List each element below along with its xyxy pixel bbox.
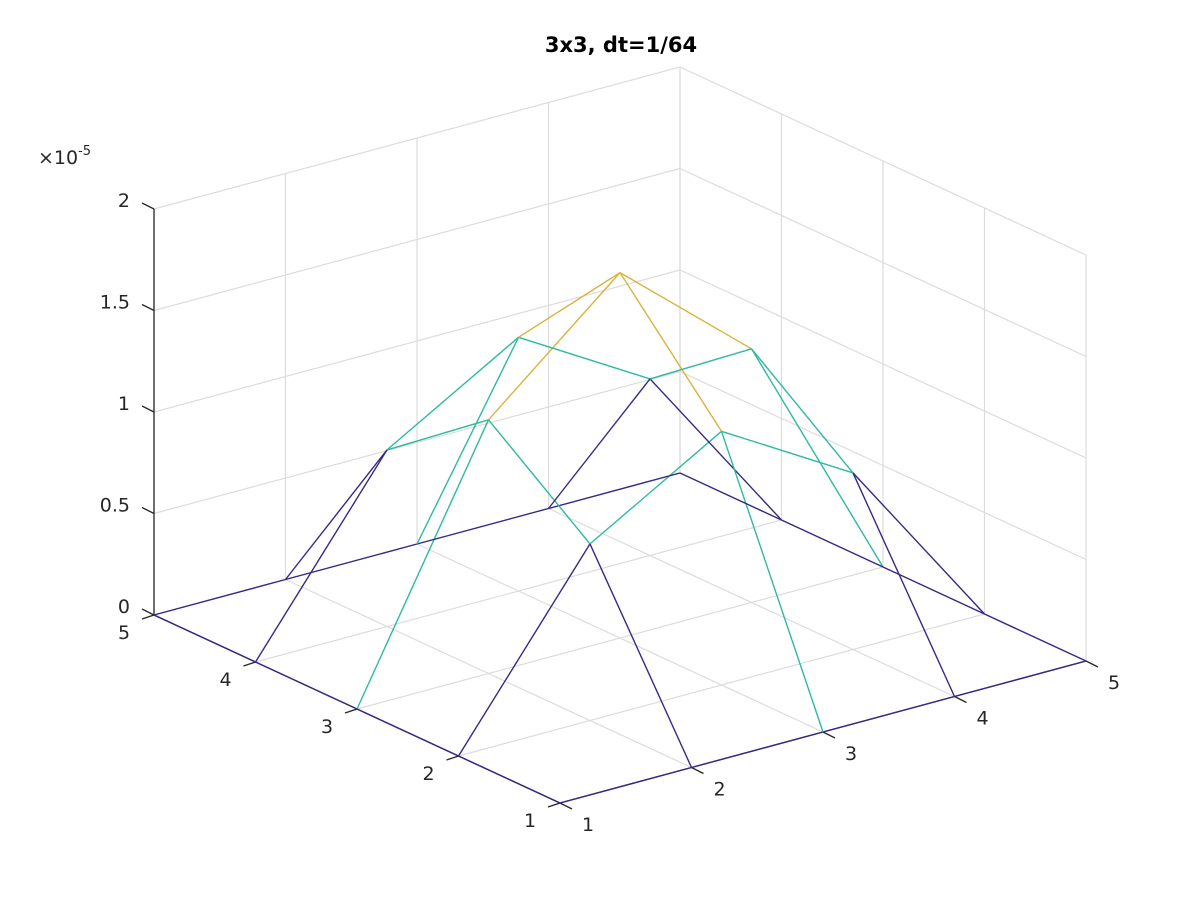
y-tick-mark	[141, 614, 155, 620]
mesh-segment-x	[285, 543, 418, 581]
y-tick-label: 3	[321, 716, 333, 738]
mesh-segment-x	[416, 507, 549, 545]
mesh-segment-x	[691, 731, 824, 769]
mesh-segment-x	[649, 378, 783, 521]
mesh-segment-x	[559, 766, 692, 804]
mesh-segment-x	[589, 430, 722, 545]
y-tick-mark	[243, 661, 256, 667]
z-exponent-prefix: ×10	[38, 147, 78, 169]
grid-line-floor-y	[356, 566, 884, 710]
mesh-segment-x	[457, 543, 591, 757]
z-tick-mark	[141, 608, 155, 616]
grid-line-back-z	[153, 167, 681, 312]
x-tick-mark	[822, 731, 836, 739]
mesh-segment-y	[518, 272, 621, 338]
x-tick-label: 2	[713, 779, 725, 801]
z-exponent-power: -5	[78, 144, 91, 159]
grid-line-side-z	[679, 269, 1087, 459]
z-tick-label: 1	[118, 393, 130, 415]
z-tick-mark	[141, 303, 155, 312]
x-tick-label: 5	[1108, 672, 1120, 694]
grid-line-back-z	[153, 370, 681, 515]
mesh-segment-y	[619, 272, 723, 432]
y-tick-label: 5	[118, 622, 130, 644]
mesh-segment-y	[882, 566, 985, 615]
mesh-segment-x	[254, 449, 388, 663]
grid-line-back-z	[153, 66, 681, 210]
mesh-segment-y	[458, 755, 561, 804]
y-tick-mark	[547, 802, 561, 808]
x-tick-label: 3	[845, 743, 857, 765]
z-tick-mark	[141, 506, 155, 515]
z-exponent-label: ×10-5	[38, 144, 91, 169]
z-tick-label: 0	[118, 596, 130, 618]
grid-line-floor-y	[458, 613, 985, 757]
y-tick-mark	[446, 755, 459, 761]
z-tick-label: 2	[118, 190, 130, 212]
mesh-segment-x	[356, 419, 490, 710]
y-tick-mark	[344, 708, 358, 714]
x-tick-mark	[691, 766, 704, 775]
mesh-segment-y	[356, 708, 459, 757]
mesh-segment-y	[750, 348, 854, 474]
mesh-segment-y	[589, 543, 693, 768]
mesh-segment-x	[518, 336, 651, 380]
x-tick-mark	[954, 695, 967, 704]
y-tick-label: 2	[422, 763, 434, 785]
mesh-segment-y	[781, 519, 884, 568]
chart-title: 3x3, dt=1/64	[545, 33, 697, 57]
z-tick-mark	[141, 405, 155, 413]
mesh-segment-y	[416, 336, 520, 545]
mesh-segment-x	[619, 271, 752, 350]
mesh-segment-x	[548, 472, 681, 510]
mesh-segment-x	[386, 336, 519, 451]
mesh-segment-x	[750, 348, 884, 568]
mesh-segment-y	[679, 472, 782, 521]
mesh-segment-y	[487, 419, 591, 545]
z-tick-mark	[141, 202, 155, 210]
mesh-segment-y	[284, 449, 388, 580]
x-tick-label: 4	[976, 708, 988, 730]
mesh-segment-x	[822, 695, 955, 733]
mesh-segment-y	[255, 661, 358, 710]
grid-line-side-z	[679, 370, 1087, 561]
label-layer: 3x3, dt=1/64 ×10-5 1 2 3 4 5 1 2 3 4 5 0 0.5 1 1.5 2	[38, 33, 1120, 836]
mesh-segment-y	[984, 613, 1087, 662]
mesh-segment-y	[547, 378, 651, 509]
mesh-segment-x	[852, 472, 986, 615]
mesh-layer	[153, 271, 1087, 804]
y-tick-label: 4	[219, 669, 231, 691]
mesh-segment-x	[721, 430, 854, 474]
grid-line-floor-y	[255, 519, 782, 663]
grid-line-back-z	[153, 269, 681, 413]
x-tick-mark	[559, 802, 573, 810]
z-tick-label: 1.5	[100, 292, 130, 314]
mesh-segment-y	[386, 419, 489, 451]
mesh-segment-y	[153, 614, 256, 663]
y-tick-label: 1	[524, 810, 536, 832]
mesh-segment-y	[649, 348, 752, 380]
x-tick-mark	[1085, 660, 1099, 668]
grid-line-side-z	[679, 66, 1087, 256]
mesh-segment-y	[852, 472, 956, 697]
x-tick-label: 1	[582, 814, 594, 836]
z-tick-label: 0.5	[100, 495, 130, 517]
mesh-segment-y	[720, 431, 824, 733]
mesh-segment-x	[954, 660, 1087, 698]
mesh-segment-x	[153, 578, 286, 616]
grid-layer	[153, 66, 1087, 804]
mesh-segment-x	[487, 272, 621, 421]
grid-line-side-z	[679, 167, 1087, 358]
